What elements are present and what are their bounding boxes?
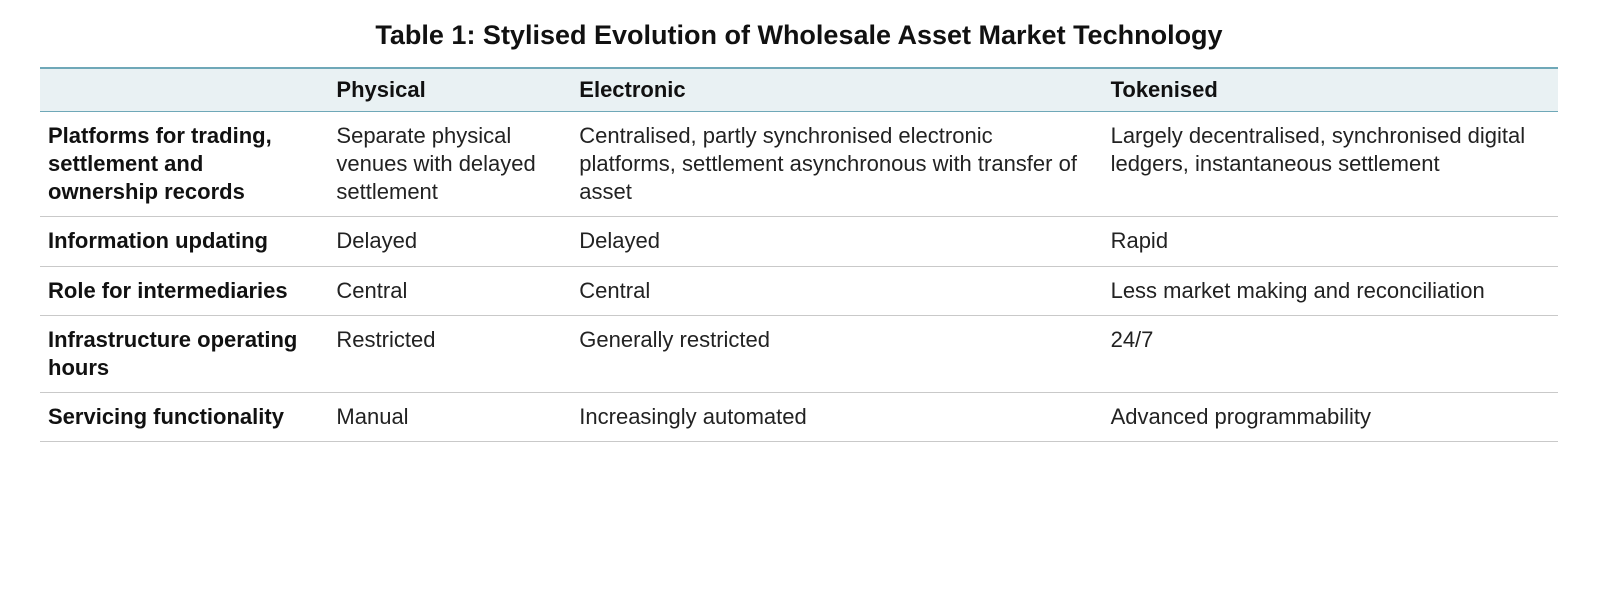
evolution-table: Physical Electronic Tokenised Platforms … bbox=[40, 67, 1558, 442]
table-row: Role for intermediaries Central Central … bbox=[40, 266, 1558, 315]
row-label: Infrastructure operating hours bbox=[40, 315, 328, 392]
table-row: Servicing functionality Manual Increasin… bbox=[40, 393, 1558, 442]
table-container: Table 1: Stylised Evolution of Wholesale… bbox=[40, 20, 1558, 442]
cell-electronic: Central bbox=[571, 266, 1102, 315]
cell-physical: Restricted bbox=[328, 315, 571, 392]
cell-tokenised: Largely decentralised, synchronised digi… bbox=[1103, 112, 1558, 217]
table-row: Infrastructure operating hours Restricte… bbox=[40, 315, 1558, 392]
row-label: Platforms for trading, settlement and ow… bbox=[40, 112, 328, 217]
cell-physical: Central bbox=[328, 266, 571, 315]
col-header-electronic: Electronic bbox=[571, 68, 1102, 112]
table-title: Table 1: Stylised Evolution of Wholesale… bbox=[40, 20, 1558, 51]
cell-tokenised: Rapid bbox=[1103, 217, 1558, 266]
table-header-row: Physical Electronic Tokenised bbox=[40, 68, 1558, 112]
cell-electronic: Delayed bbox=[571, 217, 1102, 266]
table-row: Platforms for trading, settlement and ow… bbox=[40, 112, 1558, 217]
cell-electronic: Increasingly automated bbox=[571, 393, 1102, 442]
cell-tokenised: Less market making and reconciliation bbox=[1103, 266, 1558, 315]
cell-electronic: Generally restricted bbox=[571, 315, 1102, 392]
cell-tokenised: 24/7 bbox=[1103, 315, 1558, 392]
cell-physical: Separate physical venues with delayed se… bbox=[328, 112, 571, 217]
cell-tokenised: Advanced programmability bbox=[1103, 393, 1558, 442]
cell-physical: Manual bbox=[328, 393, 571, 442]
cell-physical: Delayed bbox=[328, 217, 571, 266]
col-header-physical: Physical bbox=[328, 68, 571, 112]
col-header-tokenised: Tokenised bbox=[1103, 68, 1558, 112]
cell-electronic: Centralised, partly synchronised electro… bbox=[571, 112, 1102, 217]
col-header-blank bbox=[40, 68, 328, 112]
table-row: Information updating Delayed Delayed Rap… bbox=[40, 217, 1558, 266]
row-label: Servicing functionality bbox=[40, 393, 328, 442]
row-label: Role for intermediaries bbox=[40, 266, 328, 315]
row-label: Information updating bbox=[40, 217, 328, 266]
